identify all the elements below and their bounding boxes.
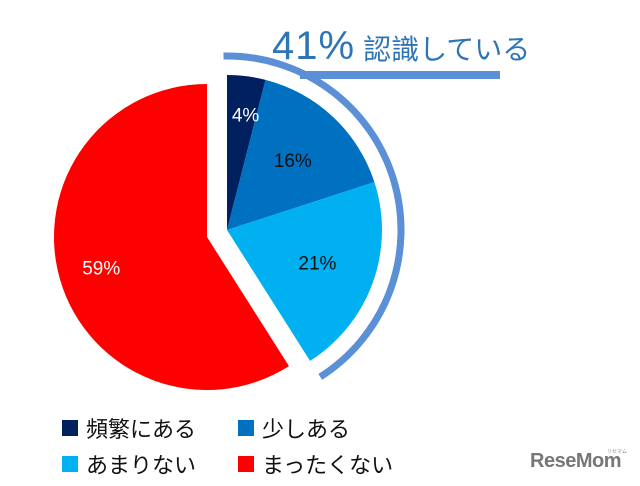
slice-never [54,84,289,390]
callout-percentage: 41% [272,24,356,68]
legend-label: あまりない [86,454,197,479]
slice-frequent [227,75,266,230]
legend-swatch [238,456,254,472]
legend-item-frequent: 頻繁にある [62,412,196,444]
data-label: 59% [82,259,120,280]
callout-text: 認識している [363,33,531,66]
legend-item-sometimes: 少しある [238,412,350,444]
legend-swatch [62,420,78,436]
data-label: 16% [274,151,312,172]
data-label: 4% [232,106,260,127]
legend-item-never: まったくない [238,448,393,480]
slice-rarely [227,182,382,361]
data-label: 21% [298,254,336,275]
legend-swatch [238,420,254,436]
legend-swatch [62,456,78,472]
legend-label: 少しある [262,418,351,443]
slice-sometimes [227,79,375,230]
recognition-callout: 41% 認識している [272,24,530,69]
resemom-logo-sub: リセマム [607,449,628,455]
legend-item-rarely: あまりない [62,448,196,480]
recognition-bracket-arc [223,52,405,380]
legend-label: まったくない [262,454,394,479]
resemom-logo: ReseMom [530,450,621,472]
legend-label: 頻繁にある [86,418,197,443]
